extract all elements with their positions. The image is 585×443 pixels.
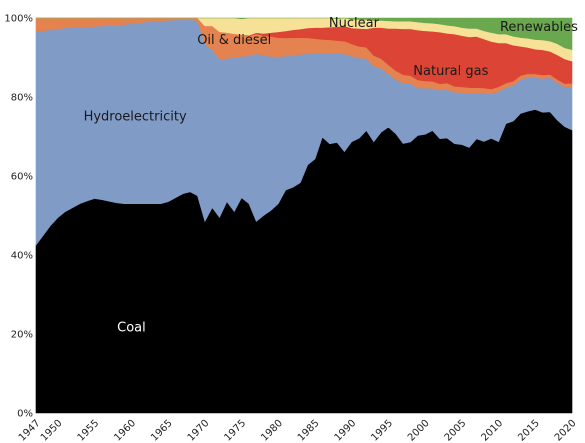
x-tick-label: 1955 xyxy=(76,418,102,443)
y-tick-label: 40% xyxy=(11,251,33,262)
y-axis: 0% 20% 40% 60% 80% 100% xyxy=(4,14,33,420)
x-tick-label: 1950 xyxy=(39,418,65,443)
series-label-coal: Coal xyxy=(117,321,146,336)
x-tick-label: 1970 xyxy=(186,418,212,443)
x-tick-label: 2010 xyxy=(479,418,505,443)
area-renewables xyxy=(36,17,573,51)
y-tick-label: 0% xyxy=(17,409,33,420)
x-tick-label: 1995 xyxy=(369,418,395,443)
y-tick-label: 20% xyxy=(11,330,33,341)
series-label-natural-gas: Natural gas xyxy=(413,64,488,79)
x-tick-label: 1990 xyxy=(333,418,359,443)
stacked-areas xyxy=(35,17,573,414)
x-tick-label: 1980 xyxy=(259,418,285,443)
x-tick-label: 2000 xyxy=(406,418,432,443)
x-tick-label: 1965 xyxy=(149,418,175,443)
x-tick-label: 1985 xyxy=(296,418,322,443)
series-label-nuclear: Nuclear xyxy=(329,16,380,31)
x-tick-label: 1947 xyxy=(17,418,43,443)
y-tick-label: 100% xyxy=(4,14,33,25)
x-tick-label: 1960 xyxy=(112,418,138,443)
series-label-hydroelectricity: Hydroelectricity xyxy=(84,109,187,124)
x-tick-label: 2015 xyxy=(516,418,542,443)
x-tick-label: 1975 xyxy=(222,418,248,443)
y-tick-label: 80% xyxy=(11,93,33,104)
y-tick-label: 60% xyxy=(11,172,33,183)
x-tick-label: 2005 xyxy=(443,418,469,443)
series-label-oil-and-diesel: Oil & diesel xyxy=(197,33,271,48)
series-labels: Coal Hydroelectricity Oil & diesel Natural … xyxy=(84,16,579,336)
x-tick-label: 2020 xyxy=(553,418,579,443)
series-label-renewables: Renewables xyxy=(500,20,578,35)
